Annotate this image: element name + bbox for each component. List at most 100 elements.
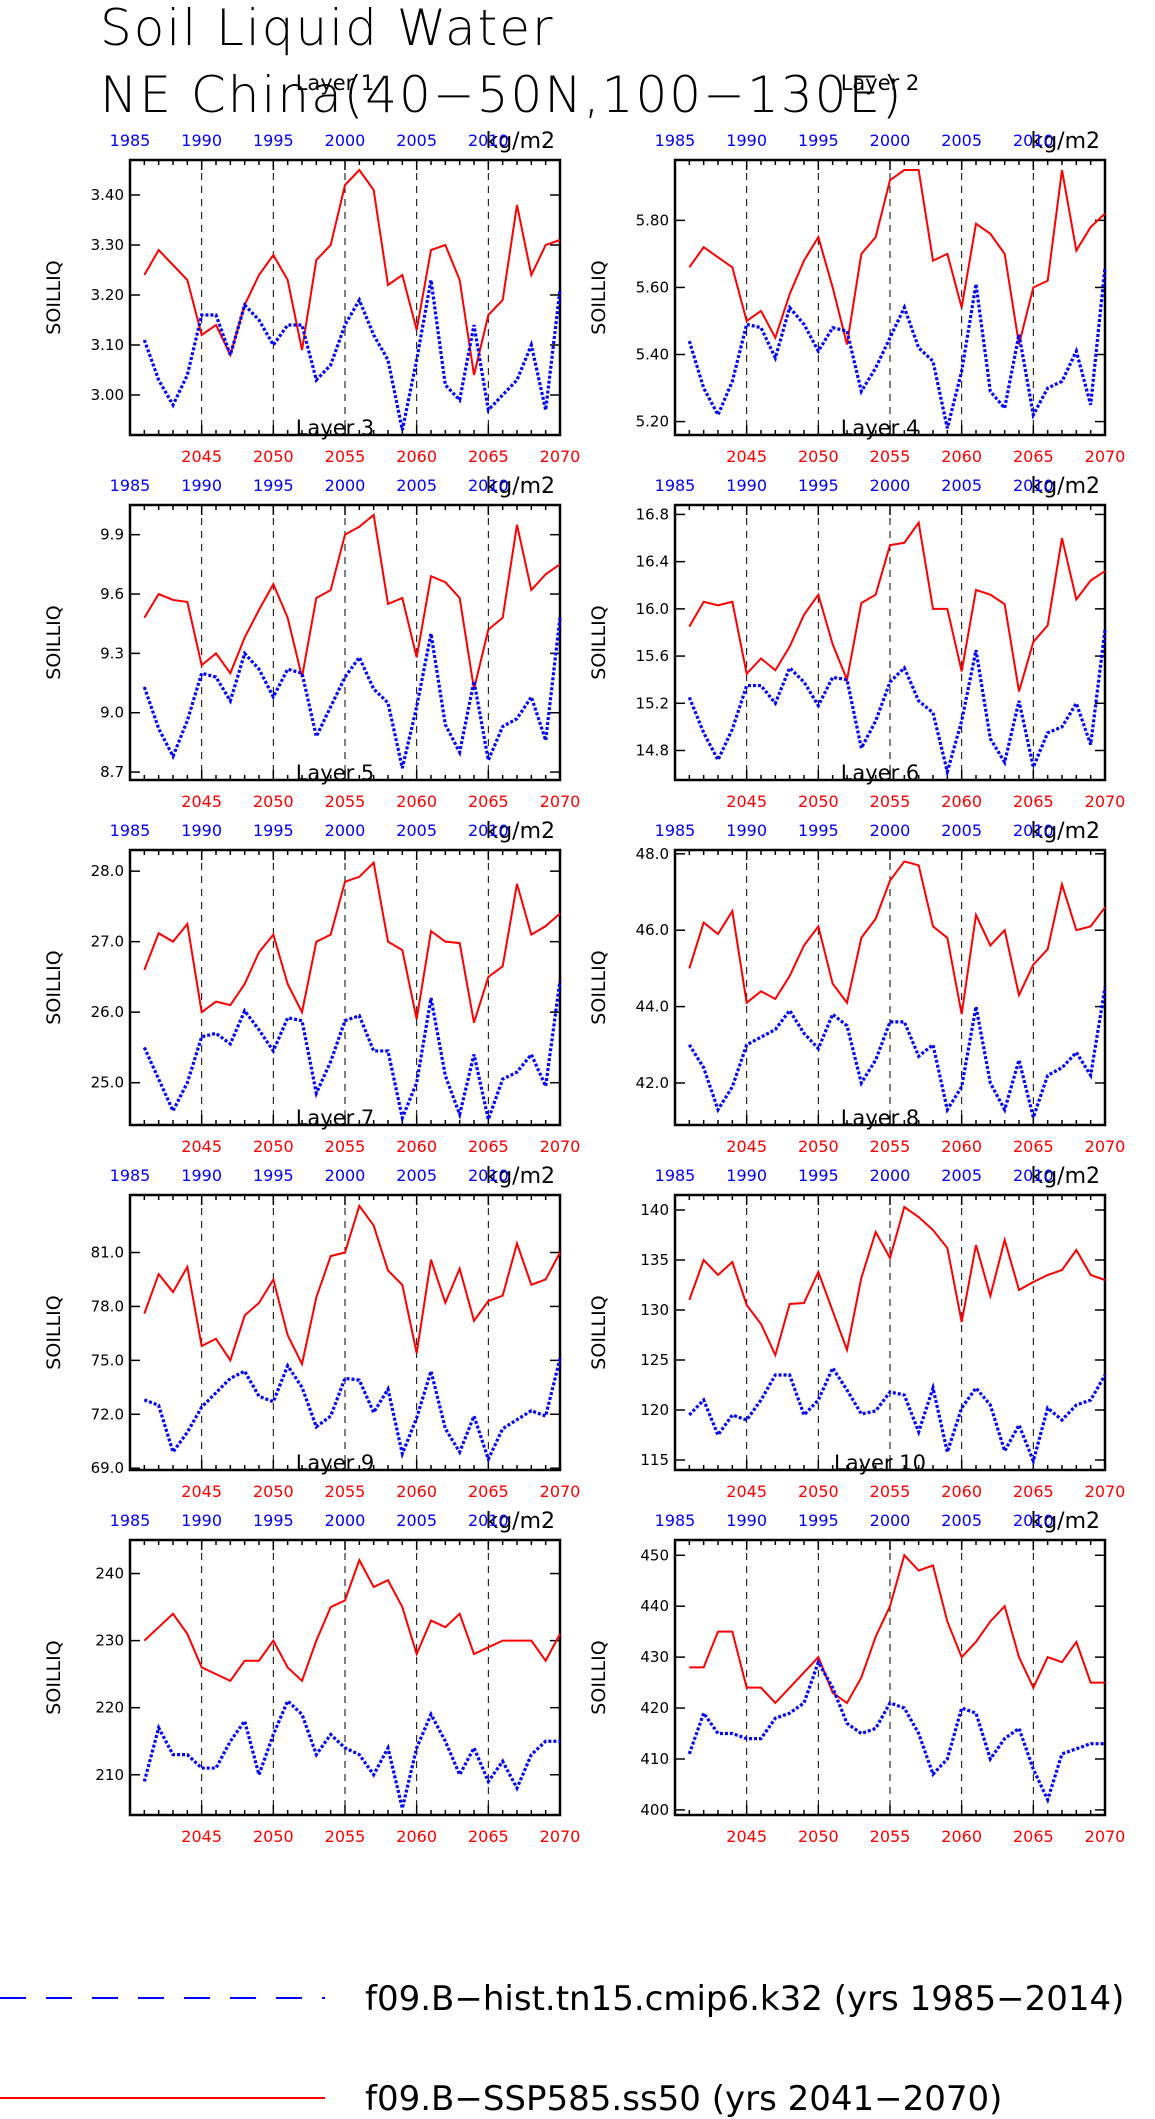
data-point-hist <box>230 1378 231 1379</box>
data-point-ssp <box>273 1640 274 1641</box>
data-point-hist <box>173 405 174 406</box>
data-point-hist <box>732 729 733 730</box>
data-point-ssp <box>431 576 432 577</box>
data-point-hist <box>1062 381 1063 382</box>
data-point-hist <box>330 1061 331 1062</box>
data-point-ssp <box>173 265 174 266</box>
data-point-hist <box>259 1029 260 1030</box>
x-tick-label-top: 1990 <box>726 476 767 495</box>
data-point-ssp <box>990 594 991 595</box>
x-tick-label-top: 1990 <box>726 1166 767 1185</box>
data-point-hist <box>961 1408 962 1409</box>
panel-title: Layer 6 <box>841 761 920 785</box>
data-point-ssp <box>560 564 561 565</box>
data-point-ssp <box>517 524 518 525</box>
data-point-hist <box>273 696 274 697</box>
data-point-hist <box>345 1020 346 1021</box>
series-line-hist <box>142 617 562 769</box>
data-point-ssp <box>703 247 704 248</box>
data-point-ssp <box>402 1284 403 1285</box>
data-point-hist <box>961 1086 962 1087</box>
x-tick-label-top: 2000 <box>325 1511 366 1530</box>
data-point-hist <box>431 1714 432 1715</box>
data-point-hist <box>388 702 389 703</box>
data-point-ssp <box>273 584 274 585</box>
data-point-hist <box>1076 351 1077 352</box>
data-point-hist <box>560 617 561 618</box>
figure-title-line-1: Soil Liquid Water <box>100 0 555 57</box>
data-point-ssp <box>1004 1240 1005 1241</box>
data-point-hist <box>875 1060 876 1061</box>
data-point-hist <box>789 1010 790 1011</box>
x-tick-label-bottom: 2060 <box>396 1827 437 1846</box>
x-tick-label-top: 1995 <box>253 131 294 150</box>
data-point-hist <box>402 1117 403 1118</box>
data-point-ssp <box>173 599 174 600</box>
data-point-hist <box>689 1044 690 1045</box>
x-tick-label-bottom: 2045 <box>726 1482 767 1501</box>
data-point-ssp <box>804 260 805 261</box>
series-line-ssp <box>688 860 1106 1015</box>
data-point-ssp <box>847 1350 848 1351</box>
x-tick-label-top: 1995 <box>798 131 839 150</box>
data-point-ssp <box>804 1303 805 1304</box>
data-point-hist <box>818 705 819 706</box>
data-point-ssp <box>474 688 475 689</box>
data-point-ssp <box>1090 1275 1091 1276</box>
data-point-hist <box>718 1435 719 1436</box>
chart-panel-6: Layer 6 kg/m2 SOILLIQ 2045 2050 2055 2060 2065 2… <box>588 761 1125 1156</box>
data-point-hist <box>330 706 331 707</box>
data-point-hist <box>832 1014 833 1015</box>
data-point-hist <box>775 1029 776 1030</box>
data-point-hist <box>1019 1728 1020 1729</box>
x-tick-label-bottom: 2060 <box>396 792 437 811</box>
data-point-hist <box>1090 1400 1091 1401</box>
data-point-ssp <box>961 671 962 672</box>
x-tick-label-top: 2005 <box>941 821 982 840</box>
data-point-ssp <box>459 943 460 944</box>
data-point-hist <box>718 1109 719 1110</box>
data-point-ssp <box>789 646 790 647</box>
data-point-ssp <box>1047 949 1048 950</box>
data-point-hist <box>359 1015 360 1016</box>
x-tick-label-top: 2000 <box>870 1511 911 1530</box>
data-point-ssp <box>445 1302 446 1303</box>
data-point-hist <box>875 367 876 368</box>
data-point-hist <box>703 732 704 733</box>
data-point-hist <box>459 1774 460 1775</box>
data-point-hist <box>201 315 202 316</box>
y-tick-label: 5.80 <box>636 211 669 229</box>
data-point-hist <box>875 720 876 721</box>
series-line-ssp <box>688 520 1106 692</box>
data-point-ssp <box>1090 1682 1091 1683</box>
data-point-hist <box>732 1733 733 1734</box>
data-point-ssp <box>416 1019 417 1020</box>
series-line-hist <box>142 1698 560 1809</box>
y-tick-label: 27.0 <box>91 933 124 951</box>
x-tick-label-bottom: 2045 <box>181 1137 222 1156</box>
x-tick-label-bottom: 2055 <box>870 1482 911 1501</box>
units-label: kg/m2 <box>485 1509 555 1534</box>
x-tick-label-bottom: 2050 <box>253 447 294 466</box>
data-point-ssp <box>918 1217 919 1218</box>
data-point-hist <box>1090 1075 1091 1076</box>
data-point-hist <box>445 385 446 386</box>
data-point-ssp <box>961 1322 962 1323</box>
data-point-ssp <box>761 310 762 311</box>
data-point-hist <box>201 673 202 674</box>
y-tick-label: 9.9 <box>100 526 124 544</box>
y-tick-label: 3.40 <box>91 186 124 204</box>
data-point-ssp <box>158 1274 159 1275</box>
data-point-hist <box>488 1119 489 1120</box>
data-point-ssp <box>1105 213 1106 214</box>
data-point-ssp <box>158 250 159 251</box>
x-tick-label-top: 1995 <box>798 1511 839 1530</box>
data-point-hist <box>517 718 518 719</box>
data-point-hist <box>1047 1408 1048 1409</box>
data-point-ssp <box>947 608 948 609</box>
data-point-ssp <box>832 287 833 288</box>
data-point-ssp <box>517 205 518 206</box>
data-point-hist <box>216 315 217 316</box>
data-point-hist <box>373 1412 374 1413</box>
data-point-ssp <box>761 991 762 992</box>
